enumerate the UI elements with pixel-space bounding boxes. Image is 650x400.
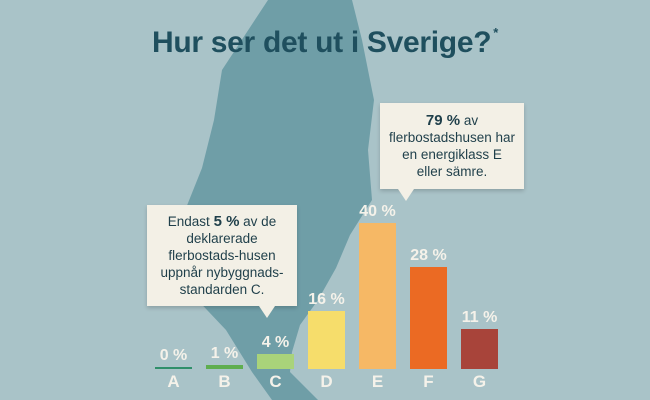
value-label-f: 28 % bbox=[410, 246, 447, 264]
value-label-a: 0 % bbox=[159, 347, 188, 364]
bar-a bbox=[155, 367, 192, 369]
value-label-c: 4 % bbox=[261, 334, 290, 352]
page-title: Hur ser det ut i Sverige? * bbox=[0, 25, 650, 60]
category-label-a: A bbox=[167, 372, 180, 391]
callout-right-post: av flerbostadshusen har en energiklass E… bbox=[388, 113, 516, 179]
callout-left-highlight: 5 % bbox=[213, 213, 240, 230]
callout-left-pre: Endast bbox=[167, 214, 214, 229]
value-label-b: 1 % bbox=[210, 345, 239, 363]
category-label-b: B bbox=[218, 372, 231, 391]
callout-right-tail bbox=[398, 189, 414, 201]
value-label-d: 16 % bbox=[308, 290, 345, 308]
bar-c bbox=[257, 354, 294, 369]
callout-energiklass: 79 % av flerbostadshusen har en energikl… bbox=[380, 103, 524, 201]
value-label-e: 40 % bbox=[359, 203, 396, 220]
value-label-g: 11 % bbox=[461, 308, 498, 326]
footnote-mark: * bbox=[493, 25, 499, 40]
title-text: Hur ser det ut i Sverige? bbox=[151, 26, 492, 59]
category-label-d: D bbox=[320, 372, 333, 391]
bar-e bbox=[359, 223, 396, 369]
category-label-c: C bbox=[269, 372, 282, 391]
category-label-f: F bbox=[423, 372, 434, 391]
bar-f bbox=[410, 266, 447, 369]
category-label-e: E bbox=[371, 372, 384, 391]
bar-g bbox=[461, 328, 498, 369]
callout-right-highlight: 79 % bbox=[425, 112, 461, 129]
category-label-g: G bbox=[472, 372, 487, 391]
callout-nybyggnad: Endast 5 % av de deklarerade flerbostads… bbox=[147, 205, 297, 318]
callout-left-tail bbox=[259, 306, 275, 318]
bar-b bbox=[206, 365, 243, 369]
callout-left-post: av de deklarerade flerbostads-husen uppn… bbox=[160, 214, 284, 297]
bar-d bbox=[308, 310, 345, 369]
